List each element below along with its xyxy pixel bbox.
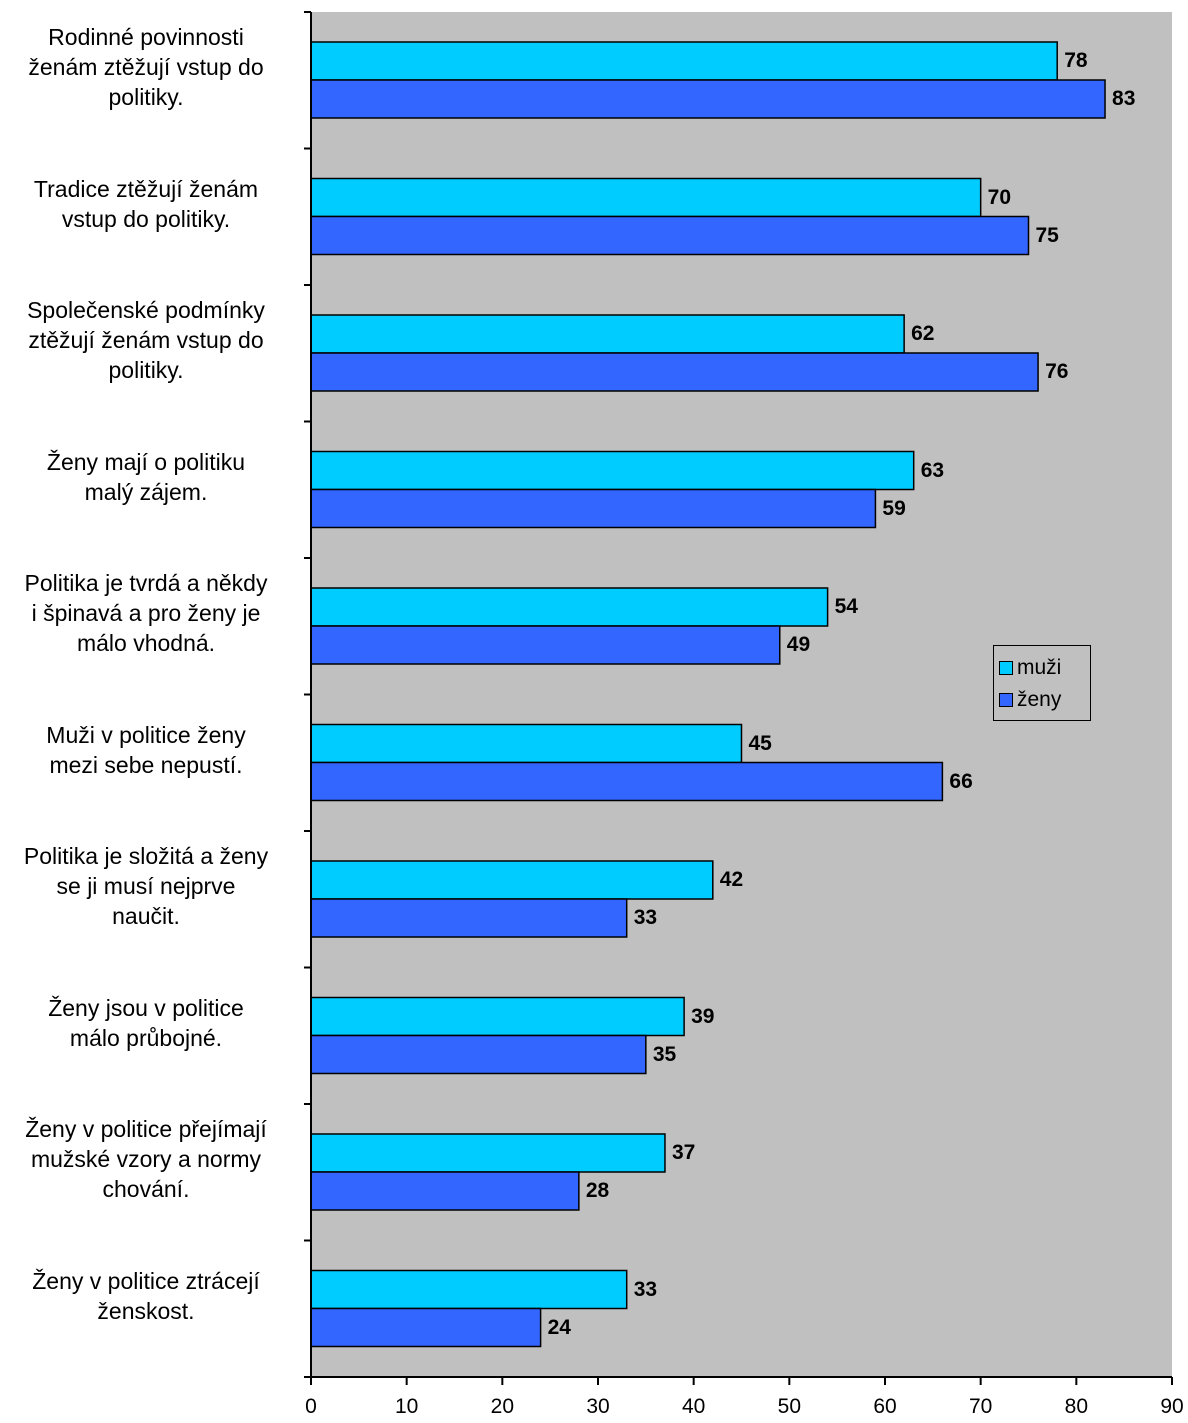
legend-swatch-muzi xyxy=(999,661,1013,675)
bar-muzi-7 xyxy=(310,996,685,1037)
legend-swatch-zeny xyxy=(999,693,1013,707)
data-label-muzi-3: 63 xyxy=(918,458,947,483)
bar-zeny-9 xyxy=(310,1307,542,1348)
bar-zeny-6 xyxy=(310,898,628,938)
data-label-zeny-1: 75 xyxy=(1033,223,1061,248)
bar-muzi-9 xyxy=(310,1269,628,1310)
x-tick-label-8: 80 xyxy=(1064,1395,1088,1418)
bar-muzi-8 xyxy=(310,1133,666,1173)
data-label-zeny-8: 28 xyxy=(583,1179,612,1203)
bar-zeny-5 xyxy=(310,761,944,802)
bar-muzi-6 xyxy=(310,860,714,900)
category-label-7: Ženy jsou v politice málo průbojné. xyxy=(48,994,244,1051)
bar-zeny-3 xyxy=(310,488,877,529)
category-label-0: Rodinné povinnosti ženám ztěžují vstup d… xyxy=(28,24,264,111)
bar-muzi-2 xyxy=(310,314,905,354)
category-label-5: Muži v politice ženy mezi sebe nepustí. xyxy=(46,721,246,778)
x-tick-label-4: 40 xyxy=(681,1395,706,1418)
category-label-2: Společenské podmínky ztěžují ženám vstup… xyxy=(27,297,265,384)
legend-item-zeny: ženy xyxy=(999,685,1061,715)
bar-zeny-2 xyxy=(310,352,1039,392)
legend-item-muzi: muži xyxy=(999,653,1061,683)
category-label-6: Politika je složitá a ženy se ji musí ne… xyxy=(23,843,269,930)
category-label-8: Ženy v politice přejímají mužské vzory a… xyxy=(25,1116,267,1203)
data-label-muzi-1: 70 xyxy=(985,185,1014,210)
x-tick-label-7: 70 xyxy=(968,1395,993,1418)
data-label-muzi-2: 62 xyxy=(909,322,937,346)
data-label-zeny-2: 76 xyxy=(1043,360,1071,384)
data-label-zeny-5: 66 xyxy=(947,769,975,794)
legend-label-zeny: ženy xyxy=(1017,688,1062,711)
bar-muzi-0 xyxy=(310,41,1058,81)
category-label-1: Tradice ztěžují ženám vstup do politiky. xyxy=(33,175,259,232)
data-label-muzi-5: 45 xyxy=(746,731,774,756)
data-label-muzi-4: 54 xyxy=(832,595,860,619)
bar-zeny-7 xyxy=(310,1034,647,1075)
category-label-9: Ženy v politice ztrácejí ženskost. xyxy=(32,1267,260,1324)
legend-label-muzi: muži xyxy=(1017,656,1062,679)
bar-muzi-5 xyxy=(310,723,743,764)
category-label-4: Politika je tvrdá a někdy i špinavá a pr… xyxy=(24,570,268,657)
data-label-zeny-7: 35 xyxy=(650,1042,679,1067)
bar-zeny-8 xyxy=(310,1171,580,1211)
x-tick-label-0: 0 xyxy=(305,1395,317,1418)
bar-zeny-1 xyxy=(310,215,1030,256)
data-label-zeny-9: 24 xyxy=(545,1315,573,1340)
x-tick-label-5: 50 xyxy=(777,1395,801,1418)
x-tick-label-6: 60 xyxy=(873,1395,897,1418)
x-tick-label-3: 30 xyxy=(586,1395,610,1418)
data-label-zeny-4: 49 xyxy=(784,633,813,657)
data-label-muzi-7: 39 xyxy=(689,1004,717,1029)
data-label-muzi-8: 37 xyxy=(669,1141,698,1165)
bar-zeny-0 xyxy=(310,79,1106,119)
category-label-3: Ženy mají o politiku malý zájem. xyxy=(46,448,246,505)
data-label-zeny-6: 33 xyxy=(631,906,660,930)
legend: muži ženy xyxy=(993,645,1091,721)
bar-zeny-4 xyxy=(310,625,781,665)
bar-muzi-1 xyxy=(310,177,982,218)
x-tick-label-9: 90 xyxy=(1160,1395,1184,1418)
data-label-zeny-3: 59 xyxy=(880,496,908,521)
data-label-muzi-0: 78 xyxy=(1062,49,1090,73)
bar-muzi-4 xyxy=(310,587,829,627)
data-label-muzi-6: 42 xyxy=(717,868,746,892)
x-tick-label-1: 10 xyxy=(394,1395,419,1418)
data-label-zeny-0: 83 xyxy=(1110,87,1138,111)
x-tick-label-2: 20 xyxy=(490,1395,514,1418)
bar-muzi-3 xyxy=(310,450,915,491)
data-label-muzi-9: 33 xyxy=(631,1277,660,1302)
